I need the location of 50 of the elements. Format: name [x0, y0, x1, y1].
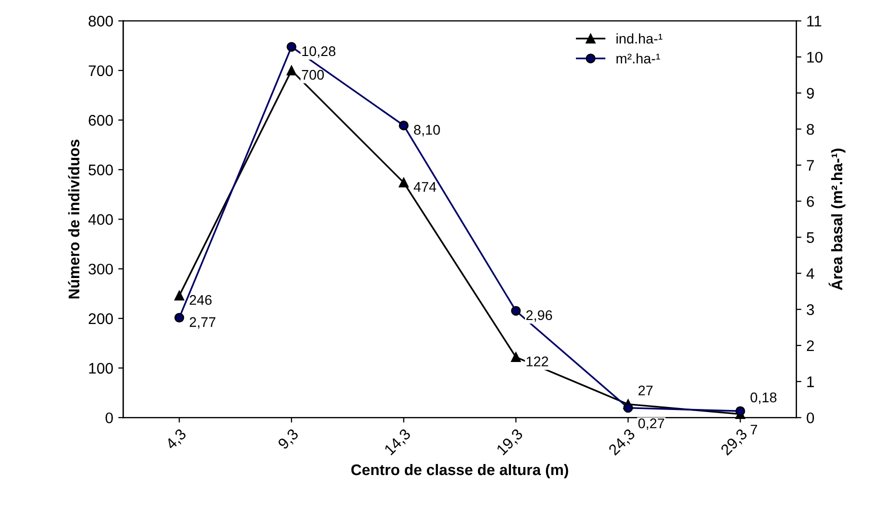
y2-tick-label: 4 [806, 268, 814, 279]
y-tick-label: 100 [89, 362, 113, 374]
point [398, 120, 409, 130]
y2-tick-label: 1 [807, 376, 814, 388]
y-tick-label: 600 [88, 114, 113, 126]
y2-tick-label: 2 [806, 340, 814, 352]
y-tick-label: 500 [88, 164, 113, 176]
data-label: 474 [414, 182, 436, 192]
y2-tick-label: 11 [807, 16, 822, 26]
x-tick-label: 4,3 [164, 428, 188, 452]
point [623, 403, 633, 413]
y2-tick-label: 0 [806, 412, 814, 424]
y-tick-label: 0 [106, 412, 113, 424]
data-label: 0,18 [750, 392, 776, 404]
data-label: 246 [190, 295, 212, 305]
data-label: 0,27 [638, 418, 664, 430]
point [511, 352, 521, 362]
legend-label: ind.ha-¹ [616, 33, 662, 44]
y2-tick-label: 9 [806, 88, 814, 99]
legend-label: m².ha-¹ [616, 53, 660, 64]
x-tick-label: 9,3 [277, 428, 300, 452]
y-tick-label: 300 [88, 264, 113, 275]
y-tick-label: 200 [88, 313, 113, 324]
y-tick-label: 400 [88, 214, 113, 225]
y-tick-label: 800 [88, 16, 113, 27]
data-label: 8,10 [414, 124, 440, 136]
data-label: 2,77 [190, 317, 216, 329]
point [174, 312, 184, 323]
point [511, 306, 521, 316]
y2-axis-title: Área basal (m².ha-¹) [828, 148, 846, 290]
y-axis-title: Número de indivíduos [68, 140, 80, 298]
point [735, 406, 746, 416]
point [286, 66, 296, 76]
y-tick-label: 700 [88, 65, 113, 76]
point [174, 290, 184, 300]
y2-tick-label: 10 [807, 52, 823, 63]
data-label: 10,28 [302, 46, 336, 58]
data-label: 2,96 [526, 310, 552, 322]
y2-tick-label: 6 [806, 196, 814, 207]
point [398, 178, 409, 188]
y2-tick-label: 7 [806, 160, 814, 171]
data-label: 27 [638, 386, 653, 396]
y2-tick-label: 8 [806, 124, 814, 135]
data-label: 7 [750, 424, 758, 434]
data-label: 700 [302, 70, 324, 80]
y2-tick-label: 5 [806, 232, 814, 243]
data-label: 122 [526, 356, 548, 366]
x-axis-title: Centro de classe de altura (m) [351, 464, 568, 478]
y2-tick-label: 3 [806, 304, 814, 316]
point [286, 42, 296, 52]
